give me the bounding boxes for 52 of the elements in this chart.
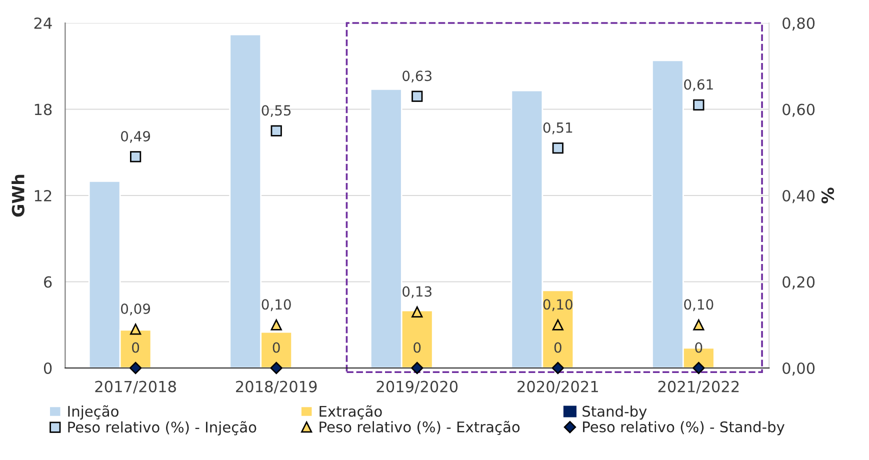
legend-label: Peso relativo (%) - Extração [320, 420, 520, 436]
legend-label: Stand-by [582, 406, 647, 420]
legend-label: Peso relativo (%) - Injeção [68, 421, 256, 436]
point [693, 319, 704, 330]
point [130, 324, 142, 335]
point [270, 362, 282, 374]
point [412, 306, 423, 318]
legend-label: Injeção [68, 405, 118, 420]
y2-tick-label: 0,00 [782, 362, 815, 376]
point [693, 99, 704, 110]
y-tick-label: 18 [34, 104, 52, 116]
data-label: 0,10 [262, 299, 291, 312]
point [692, 362, 705, 374]
point [411, 362, 424, 374]
data-label: 0 [554, 342, 562, 353]
data-label: 0,55 [262, 105, 291, 118]
legend-label: Peso relativo (%) - Stand-by [583, 421, 784, 436]
x-tick-label: 2018/2019 [236, 380, 317, 394]
y2-tick-label: 0,40 [782, 190, 815, 204]
x-tick-label: 2017/2018 [95, 380, 176, 394]
y-tick-label: 24 [34, 17, 52, 29]
data-label: 0,49 [121, 130, 150, 143]
data-label: 0,09 [121, 303, 150, 316]
x-tick-label: 2021/2022 [658, 380, 739, 394]
point [270, 319, 282, 330]
y-tick-label: 6 [44, 276, 52, 288]
y2-tick-label: 0,60 [782, 104, 815, 117]
point [412, 90, 423, 102]
legend-label: Extração [320, 405, 382, 420]
x-tick-label: 2020/2021 [518, 380, 598, 394]
data-label: 0,10 [543, 299, 572, 312]
data-label: 0,51 [543, 122, 572, 134]
point [552, 142, 564, 154]
y2-axis-title: % [821, 188, 834, 204]
y-tick-label: 12 [34, 190, 52, 202]
point [129, 362, 142, 374]
y2-tick-label: 0,80 [782, 17, 815, 31]
y2-tick-label: 0,20 [782, 276, 815, 290]
y-tick-label: 0 [44, 362, 52, 374]
data-label: 0,61 [684, 79, 713, 92]
point [270, 125, 282, 136]
point [552, 319, 564, 330]
point [552, 362, 564, 374]
data-label: 0,63 [402, 70, 432, 83]
data-label: 0 [132, 342, 140, 353]
data-label: 0 [414, 342, 421, 353]
data-label: 0,10 [684, 299, 714, 312]
y-axis-title: GWh [12, 174, 24, 217]
point [130, 151, 142, 162]
x-tick-label: 2019/2020 [376, 380, 458, 394]
data-label: 0 [272, 342, 280, 353]
data-label: 0,13 [402, 286, 432, 298]
